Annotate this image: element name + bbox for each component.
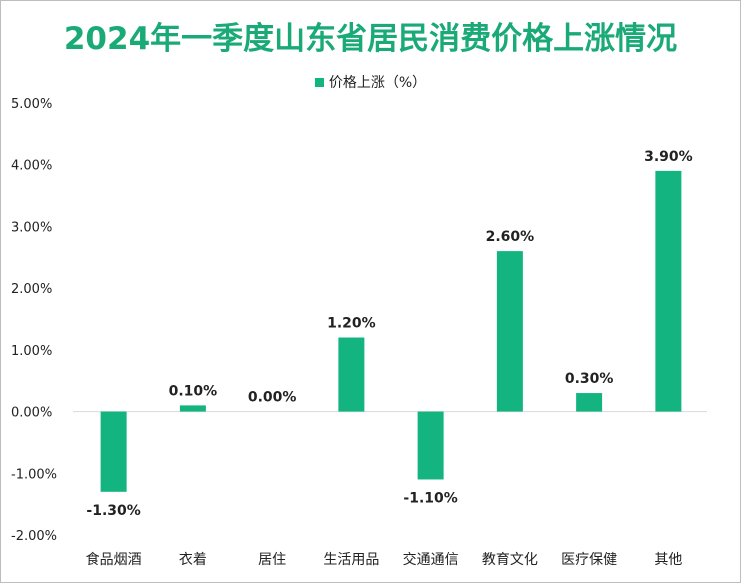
- legend-swatch: [314, 78, 324, 87]
- x-tick-label: 生活用品: [323, 552, 379, 568]
- legend: 价格上涨（%）: [1, 72, 740, 92]
- data-label: -1.30%: [86, 503, 140, 519]
- data-label: 0.00%: [248, 390, 297, 406]
- x-tick-label: 交通通信: [403, 551, 459, 568]
- y-tick-label: 4.00%: [11, 159, 52, 174]
- x-tick-label: 衣着: [179, 552, 207, 568]
- bar: [100, 411, 127, 492]
- data-label: 2.60%: [486, 229, 535, 245]
- x-tick-label: 教育文化: [482, 552, 538, 568]
- bar: [576, 393, 603, 412]
- bar: [338, 337, 365, 412]
- x-tick-label: 医疗保健: [561, 552, 617, 568]
- bar: [655, 170, 682, 412]
- chart-title: 2024年一季度山东省居民消费价格上涨情况: [63, 21, 678, 57]
- x-tick-label: 食品烟酒: [86, 551, 142, 568]
- y-tick-label: 3.00%: [11, 220, 52, 235]
- y-tick-label: -2.00%: [11, 529, 57, 544]
- bar: [496, 251, 523, 412]
- y-tick-label: 5.00%: [11, 97, 52, 112]
- y-tick-label: -1.00%: [11, 467, 57, 482]
- data-label: 0.10%: [169, 383, 218, 399]
- data-label: 3.90%: [644, 149, 693, 165]
- x-tick-label: 居住: [258, 552, 286, 568]
- y-tick-label: 0.00%: [11, 406, 52, 421]
- data-label: 0.30%: [565, 371, 614, 387]
- y-tick-label: 2.00%: [11, 282, 52, 297]
- legend-label: 价格上涨（%）: [328, 75, 427, 91]
- data-label: 1.20%: [327, 316, 376, 332]
- bar: [417, 411, 444, 480]
- data-label: -1.10%: [403, 490, 457, 506]
- y-tick-label: 1.00%: [11, 344, 52, 359]
- bar: [179, 405, 206, 412]
- x-tick-label: 其他: [654, 552, 682, 568]
